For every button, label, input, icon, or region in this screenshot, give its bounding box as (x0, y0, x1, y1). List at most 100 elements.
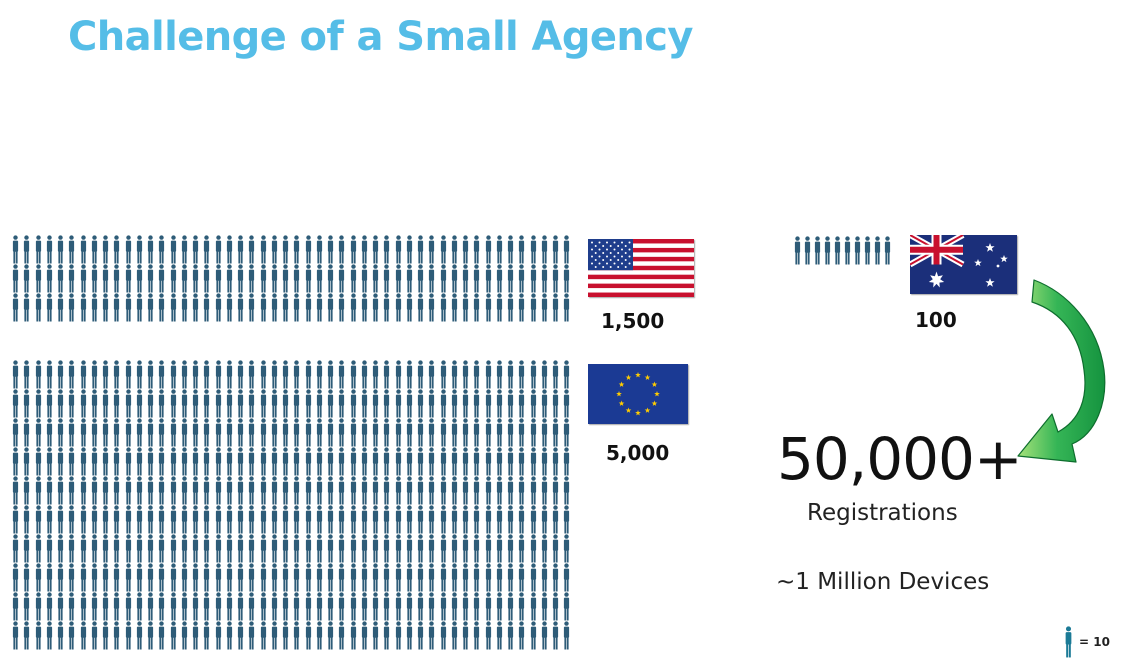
person-icon (507, 264, 514, 293)
person-icon (372, 447, 379, 476)
person-icon (294, 621, 300, 650)
person-icon (24, 563, 30, 592)
person-icon (395, 592, 401, 621)
person-icon (125, 418, 131, 447)
person-icon (316, 592, 322, 621)
person-icon (541, 563, 547, 592)
person-icon (496, 235, 502, 264)
person-icon (80, 476, 86, 505)
people-row (12, 418, 570, 447)
person-icon (215, 235, 221, 264)
person-icon (24, 235, 30, 264)
person-icon (541, 389, 547, 418)
people-row (12, 505, 570, 534)
person-icon (147, 389, 154, 418)
person-icon (451, 621, 457, 650)
person-icon (114, 293, 120, 322)
person-icon (417, 293, 424, 322)
person-icon (530, 505, 536, 534)
person-icon (69, 447, 75, 476)
person-icon (69, 534, 75, 563)
person-icon (226, 447, 232, 476)
person-icon (282, 534, 289, 563)
person-icon (519, 476, 525, 505)
eu-star-icon (644, 374, 651, 380)
person-icon (147, 293, 154, 322)
person-icon (159, 447, 165, 476)
registrations-value: 50,000+ (777, 425, 1023, 493)
person-icon (181, 592, 187, 621)
person-icon (440, 621, 446, 650)
person-icon (372, 505, 379, 534)
person-icon (181, 264, 187, 293)
person-icon (260, 264, 266, 293)
person-icon (237, 505, 244, 534)
person-icon (181, 293, 187, 322)
person-icon (12, 360, 19, 389)
person-icon (519, 447, 525, 476)
person-icon (260, 621, 266, 650)
person-icon (24, 264, 30, 293)
person-icon (462, 505, 469, 534)
person-icon (361, 360, 367, 389)
person-icon (57, 293, 64, 322)
person-icon (395, 621, 401, 650)
person-icon (159, 592, 165, 621)
person-icon (372, 360, 379, 389)
person-icon (249, 293, 255, 322)
person-icon (102, 447, 109, 476)
person-icon (271, 447, 277, 476)
curved-arrow-icon (1017, 279, 1106, 463)
person-icon (350, 447, 356, 476)
person-icon (474, 476, 480, 505)
person-icon (451, 264, 457, 293)
person-icon (12, 235, 19, 264)
person-icon (350, 534, 356, 563)
person-icon (485, 389, 491, 418)
person-icon (282, 592, 289, 621)
person-icon (136, 360, 142, 389)
person-icon (530, 621, 536, 650)
person-icon (271, 264, 277, 293)
person-icon (12, 534, 19, 563)
person-icon (271, 592, 277, 621)
person-icon (552, 418, 559, 447)
person-icon (46, 447, 52, 476)
person-icon (192, 621, 199, 650)
person-icon (552, 621, 559, 650)
person-icon (429, 389, 435, 418)
person-icon (24, 592, 30, 621)
person-icon (327, 264, 334, 293)
person-icon (12, 418, 19, 447)
person-icon (350, 505, 356, 534)
person-icon (361, 264, 367, 293)
person-icon (159, 293, 165, 322)
person-icon (226, 264, 232, 293)
person-icon (170, 293, 176, 322)
person-icon (372, 418, 379, 447)
person-icon (46, 563, 52, 592)
person-icon (451, 563, 457, 592)
person-icon (406, 592, 412, 621)
person-icon (204, 264, 210, 293)
person-icon (305, 447, 311, 476)
person-icon (462, 418, 469, 447)
person-icon (406, 264, 412, 293)
people-row (12, 264, 570, 293)
person-icon (541, 476, 547, 505)
person-icon (249, 235, 255, 264)
person-icon (417, 621, 424, 650)
person-icon (91, 418, 97, 447)
person-icon (282, 293, 289, 322)
person-icon (316, 264, 322, 293)
person-icon (204, 621, 210, 650)
person-icon (46, 389, 52, 418)
person-icon (496, 534, 502, 563)
person-icon (226, 235, 232, 264)
person-icon (282, 360, 289, 389)
person-icon (102, 293, 109, 322)
person-icon (395, 360, 401, 389)
person-icon (294, 235, 300, 264)
person-icon (395, 264, 401, 293)
person-icon (215, 264, 221, 293)
